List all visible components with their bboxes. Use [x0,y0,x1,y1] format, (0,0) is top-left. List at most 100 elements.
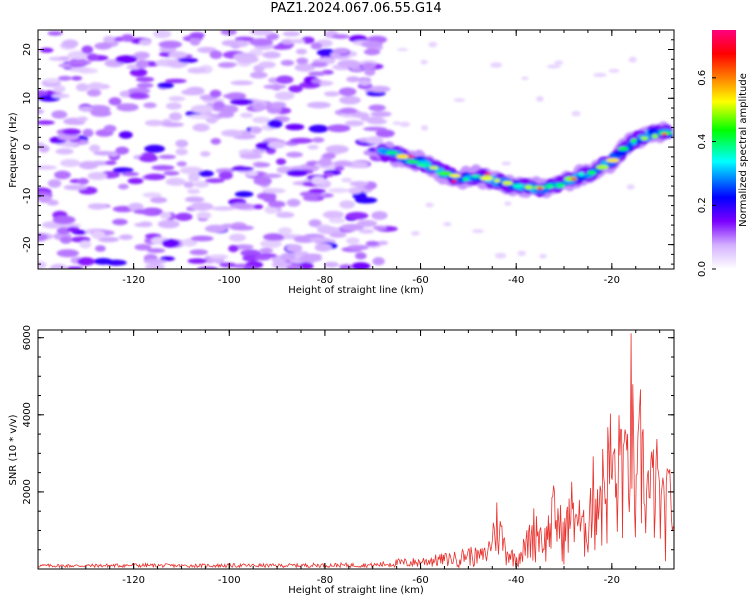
heatmap-cell [51,110,68,119]
heatmap-y-ticks: -20 -10 0 10 20 [22,29,674,265]
heatmap-cell [337,59,361,68]
heatmap-cell [187,188,201,194]
heatmap-cell [230,202,253,210]
heatmap-cell [77,116,88,122]
heatmap-cell [157,82,174,89]
heatmap-cell [608,68,620,73]
heatmap-cell [183,181,194,189]
heatmap-cell [607,161,617,167]
heatmap-cell [367,118,387,125]
heatmap-cell [326,124,351,133]
heatmap-cell [169,112,182,121]
heatmap-cell [218,62,236,68]
snr-x-axis-label: Height of straight line (km) [288,585,424,596]
heatmap-cell [275,75,294,84]
heatmap-cell [249,71,268,79]
heatmap-cell [536,96,544,102]
heatmap-cell [640,136,649,141]
heatmap-cell [147,248,166,254]
heatmap-cell [306,101,331,109]
heatmap-cell [210,138,221,145]
heatmap-cell [429,166,439,170]
heatmap-cell [53,85,66,93]
heatmap-cell [55,148,74,155]
x-tick-label: -60 [412,275,428,286]
x-tick-label: -100 [218,275,241,286]
heatmap-cell [276,211,295,218]
heatmap-cell [289,137,313,144]
x-tick-label: -60 [412,575,428,586]
heatmap-cell [259,247,274,254]
heatmap-cell [371,211,388,220]
heatmap-cell [68,66,92,73]
heatmap-cell [197,266,219,269]
heatmap-cell [539,253,547,259]
heatmap-cell [267,119,283,129]
heatmap-cell [449,173,461,178]
heatmap-cell [280,59,295,66]
heatmap-cell [189,249,208,256]
heatmap-cell [286,244,303,253]
heatmap-cell [288,85,303,93]
heatmap-cell [112,218,128,226]
heatmap-cell [144,144,166,153]
heatmap-cell [252,103,265,111]
heatmap-cell [58,75,72,81]
heatmap-cell [87,203,107,210]
y-tick-label: 2000 [22,479,33,504]
heatmap-cell [630,138,637,143]
heatmap-cell [184,196,205,203]
heatmap-cell [267,141,286,149]
heatmap-cell [385,151,399,155]
heatmap-cell [165,177,186,186]
heatmap-cell [66,266,84,269]
heatmap-cell [363,48,381,56]
heatmap-cell [95,245,106,252]
heatmap-cell [347,244,369,251]
heatmap-cell [128,92,147,100]
heatmap-cell [262,51,281,59]
heatmap-cell [351,262,371,269]
heatmap-cell [517,250,526,256]
heatmap-cell [135,76,155,82]
heatmap-cell [587,170,596,175]
heatmap-cell [160,211,172,220]
heatmap-cell [193,181,210,188]
heatmap-cell [209,89,222,98]
heatmap-cell [112,167,134,173]
heatmap-cell [651,133,659,139]
heatmap-cell [127,177,144,185]
heatmap-cell [115,146,129,155]
heatmap-cell [231,166,254,171]
heatmap-cell [93,258,113,265]
heatmap-cell [153,30,172,39]
heatmap-cell [142,192,162,198]
heatmap-cell [249,30,273,36]
heatmap-cell [192,123,210,132]
heatmap-cell [451,179,457,183]
heatmap-cell [329,232,347,238]
heatmap-cell [317,226,341,235]
heatmap-cell [159,256,175,262]
heatmap-cell [318,157,333,167]
x-tick-label: -40 [508,275,524,286]
heatmap-cell [280,252,296,261]
heatmap-cell [165,102,182,110]
heatmap-cell [537,187,544,190]
heatmap-cell [484,172,491,176]
heatmap-cell [158,154,176,160]
snr-line [38,333,674,569]
heatmap-cell [428,41,438,48]
heatmap-cell [206,116,218,124]
heatmap-cell [333,160,353,167]
heatmap-cell [179,166,203,175]
heatmap-cell [198,170,214,177]
heatmap-cell [322,152,336,160]
heatmap-cell [312,137,325,143]
heatmap-cell [175,148,188,156]
heatmap-cell [77,178,89,185]
heatmap-cell [188,173,200,182]
heatmap-cell [421,125,429,131]
